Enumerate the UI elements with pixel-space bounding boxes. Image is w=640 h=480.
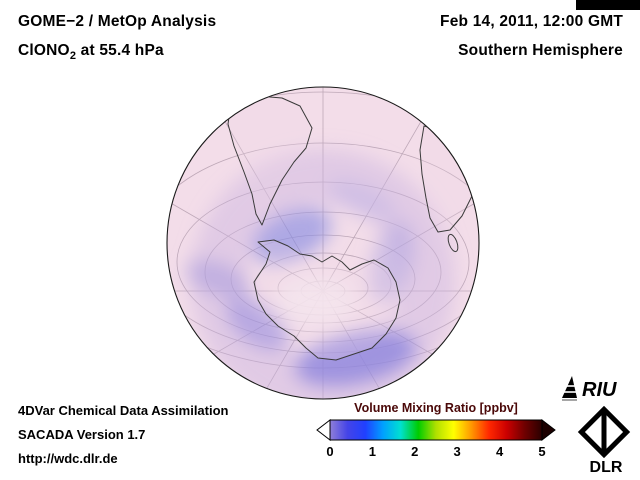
riu-logo-text: RIU [582, 379, 617, 401]
hemisphere-map [166, 86, 480, 400]
colorbar-underflow-arrow [316, 418, 331, 442]
colorbar-tick-label: 2 [411, 444, 419, 459]
species-name: ClONO [18, 42, 70, 59]
dlr-logo-text: DLR [590, 459, 623, 476]
clono2-data-field [185, 148, 456, 399]
globe-rim [166, 86, 480, 400]
colorbar-tick-label: 4 [495, 444, 504, 459]
hemisphere-label: Southern Hemisphere [458, 42, 623, 59]
species-level-title: ClONO2 at 55.4 hPa [18, 42, 164, 62]
assimilation-credit: 4DVar Chemical Data Assimilation [18, 403, 229, 418]
pressure-level: at 55.4 hPa [76, 42, 164, 59]
wdc-url: http://wdc.dlr.de [18, 451, 118, 466]
species-subscript: 2 [69, 50, 77, 63]
antarctica-outline [253, 239, 401, 361]
orthographic-globe [166, 86, 480, 400]
colorbar-gradient-bar [329, 419, 543, 441]
madagascar-outline [447, 233, 459, 253]
colorbar-tick-label: 1 [368, 444, 376, 459]
dlr-emblem-icon [577, 406, 631, 459]
datetime-label: Feb 14, 2011, 12:00 GMT [440, 13, 623, 30]
south-america-outline [227, 95, 313, 226]
dlr-logo: DLR [577, 406, 631, 476]
top-right-black-bar [576, 0, 640, 10]
colorbar-tick-labels: 0 1 2 3 4 5 [322, 444, 550, 459]
colorbar-overflow-arrow [541, 418, 556, 442]
riu-peak-icon [562, 376, 577, 398]
riu-logo: RIU [562, 376, 617, 401]
colorbar-tick-label: 0 [326, 444, 334, 459]
colorbar [316, 418, 556, 442]
sacada-version: SACADA Version 1.7 [18, 427, 146, 442]
product-title: GOME−2 / MetOp Analysis [18, 13, 217, 30]
colorbar-tick-label: 3 [453, 444, 461, 459]
colorbar-title: Volume Mixing Ratio [ppbv] [354, 401, 518, 415]
colorbar-tick-label: 5 [538, 444, 546, 459]
